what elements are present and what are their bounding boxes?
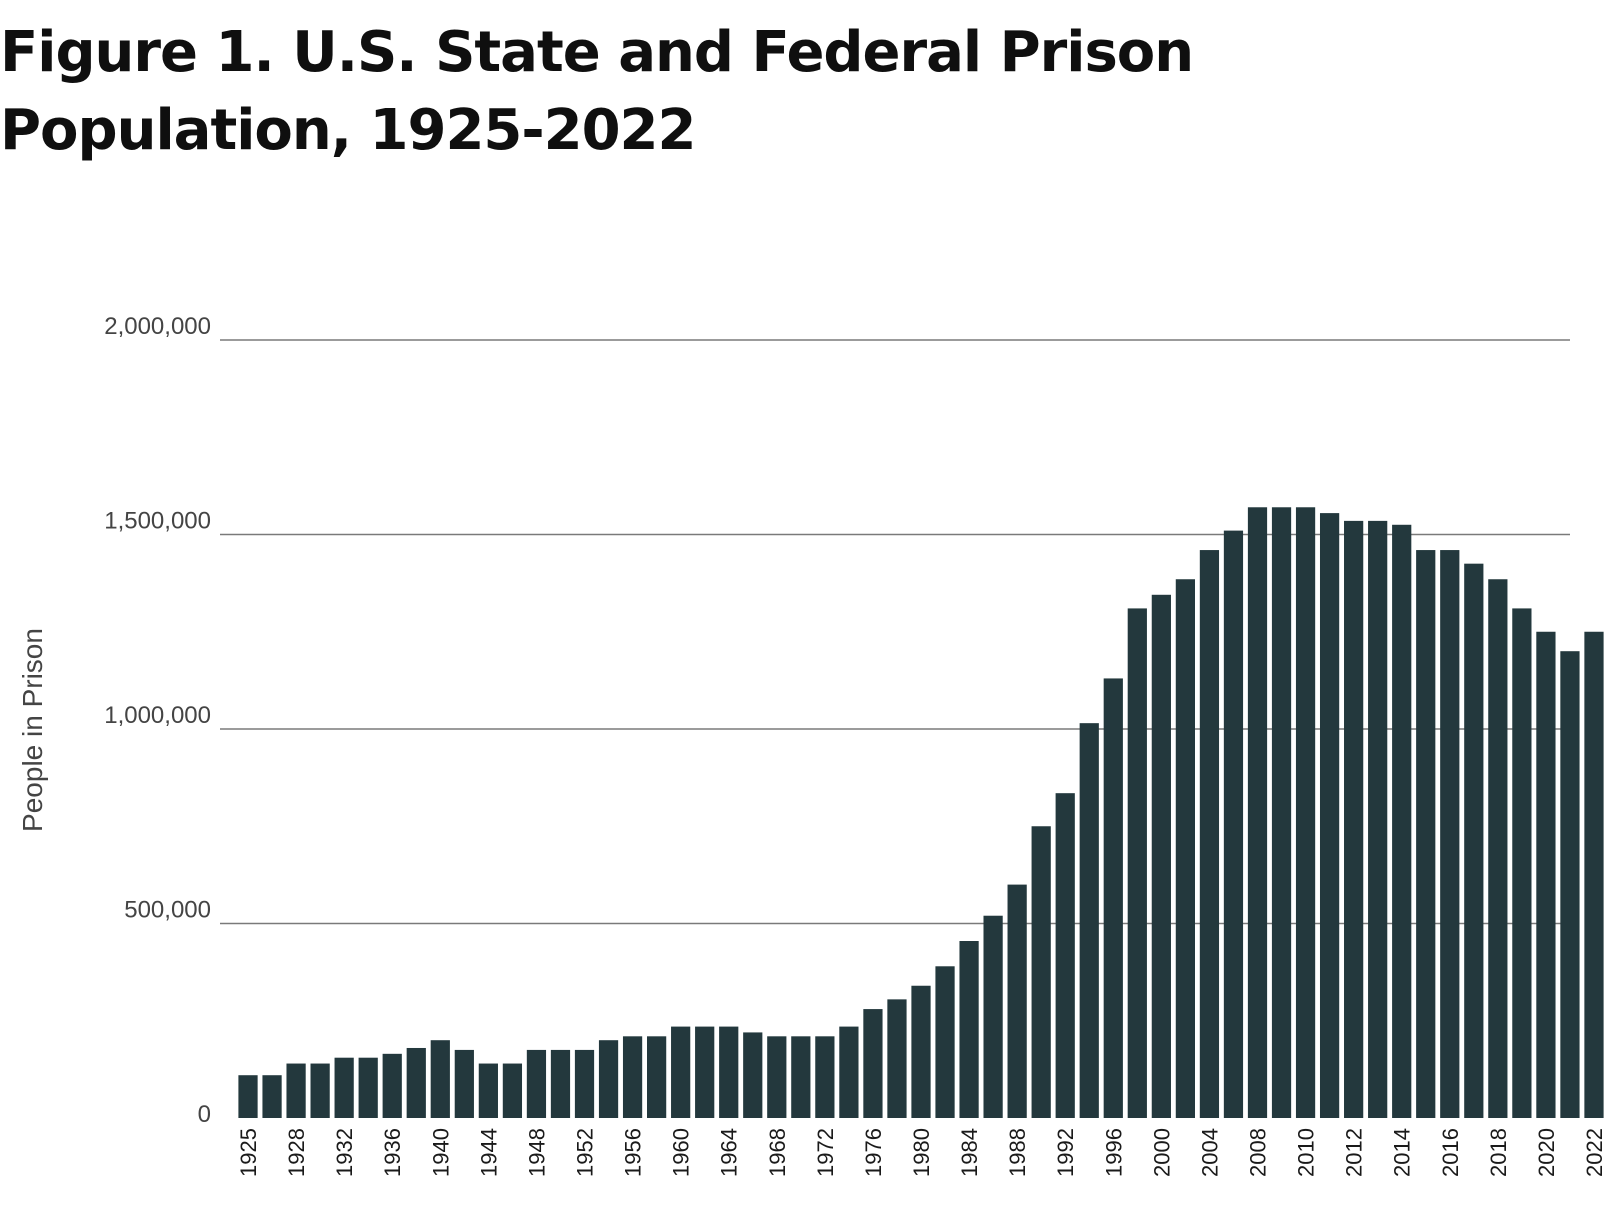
bar-2000 — [1151, 594, 1171, 1118]
bar-1992 — [1055, 793, 1075, 1118]
bar-2018 — [1488, 579, 1508, 1118]
bar-2014 — [1392, 524, 1412, 1118]
bar-1986 — [983, 915, 1003, 1118]
bar-1940 — [430, 1040, 450, 1118]
x-tick-label: 2004 — [1197, 1128, 1222, 1177]
x-tick-label: 2012 — [1342, 1128, 1367, 1177]
x-tick-label: 1968 — [765, 1128, 790, 1177]
x-tick-label: 1972 — [813, 1128, 838, 1177]
x-tick-label: 2010 — [1294, 1128, 1319, 1177]
bar-1946 — [502, 1063, 523, 1118]
x-tick-label: 1960 — [669, 1128, 694, 1177]
y-tick-label: 2,000,000 — [104, 313, 211, 340]
bar-2017 — [1464, 563, 1484, 1118]
bar-2019 — [1512, 608, 1532, 1118]
x-tick-label: 1952 — [573, 1128, 598, 1177]
bar-1932 — [334, 1057, 354, 1118]
bar-1964 — [719, 1026, 739, 1118]
bar-1944 — [478, 1063, 498, 1118]
x-tick-label: 2000 — [1149, 1128, 1174, 1177]
bar-1950 — [550, 1049, 571, 1118]
x-tick-label: 1976 — [861, 1128, 886, 1177]
bar-1990 — [1031, 826, 1051, 1118]
chart-title: Figure 1. U.S. State and Federal Prison … — [0, 20, 1194, 163]
bar-1968 — [767, 1036, 787, 1118]
bar-1966 — [743, 1032, 763, 1118]
bar-2016 — [1440, 550, 1460, 1118]
bar-1984 — [959, 941, 979, 1118]
x-tick-label: 1992 — [1053, 1128, 1078, 1177]
bar-2009 — [1271, 507, 1292, 1118]
bar-2002 — [1175, 579, 1195, 1118]
x-tick-label: 1940 — [428, 1128, 453, 1177]
bar-2010 — [1295, 507, 1316, 1118]
bar-1976 — [863, 1009, 883, 1118]
x-tick-label: 1996 — [1101, 1128, 1126, 1177]
x-tick-label: 2022 — [1582, 1128, 1607, 1177]
bar-2022 — [1584, 631, 1604, 1118]
y-tick-label: 1,000,000 — [104, 702, 211, 729]
bar-1948 — [526, 1049, 547, 1118]
bar-2020 — [1536, 631, 1556, 1118]
bar-2011 — [1319, 513, 1340, 1118]
bar-1978 — [887, 999, 907, 1118]
bar-1998 — [1127, 608, 1147, 1118]
bar-1942 — [454, 1049, 474, 1118]
bar-1952 — [574, 1049, 595, 1118]
bar-1988 — [1007, 884, 1027, 1118]
y-tick-label: 1,500,000 — [104, 508, 211, 535]
bar-1930 — [310, 1063, 330, 1118]
x-tick-label: 1948 — [524, 1128, 549, 1177]
x-tick-label: 1936 — [380, 1128, 405, 1177]
x-tick-label: 1964 — [717, 1128, 742, 1177]
x-tick-label: 1988 — [1005, 1128, 1030, 1177]
x-tick-label: 1928 — [284, 1128, 309, 1177]
bar-1936 — [382, 1053, 402, 1118]
y-tick-label: 500,000 — [124, 897, 211, 924]
gridlines — [220, 339, 1570, 925]
bar-1994 — [1079, 723, 1099, 1118]
x-axis-ticks: 1925 1928 1932 1936 1940 1944 1948 1952 1956 1960… — [236, 1128, 1607, 1177]
bar-1958 — [647, 1036, 667, 1118]
bar-1925 — [238, 1075, 258, 1118]
bar-1934 — [358, 1057, 378, 1118]
x-tick-label: 2014 — [1390, 1128, 1415, 1177]
bar-1956 — [622, 1036, 643, 1118]
bar-1970 — [791, 1036, 811, 1118]
bar-2004 — [1199, 550, 1220, 1118]
bar-1928 — [286, 1063, 306, 1118]
bar-1974 — [839, 1026, 859, 1118]
y-axis-label: People in Prison — [17, 628, 48, 832]
y-axis-ticks: 0 500,000 1,000,000 1,500,000 2,000,000 — [104, 313, 211, 1128]
x-tick-label: 2020 — [1534, 1128, 1559, 1177]
bar-2021 — [1560, 651, 1580, 1118]
bar-1926 — [262, 1075, 282, 1118]
bar-1980 — [911, 985, 931, 1118]
bar-1996 — [1103, 678, 1123, 1118]
bars — [238, 507, 1604, 1118]
bar-1962 — [695, 1026, 715, 1118]
bar-2012 — [1344, 520, 1364, 1118]
x-tick-label: 1944 — [476, 1128, 501, 1177]
bar-1960 — [671, 1026, 691, 1118]
bar-1982 — [935, 966, 955, 1118]
x-tick-label: 2018 — [1486, 1128, 1511, 1177]
x-tick-label: 2016 — [1438, 1128, 1463, 1177]
bar-1972 — [815, 1036, 835, 1118]
bar-1938 — [406, 1047, 426, 1118]
bar-2015 — [1416, 550, 1436, 1118]
y-tick-label: 0 — [198, 1101, 211, 1128]
bar-2008 — [1247, 507, 1268, 1118]
x-tick-label: 1956 — [621, 1128, 646, 1177]
x-tick-label: 1932 — [332, 1128, 357, 1177]
bar-1954 — [598, 1040, 619, 1118]
x-tick-label: 2008 — [1245, 1128, 1270, 1177]
x-tick-label: 1980 — [909, 1128, 934, 1177]
bar-2006 — [1223, 530, 1244, 1118]
x-tick-label: 1984 — [957, 1128, 982, 1177]
x-tick-label: 1925 — [236, 1128, 261, 1177]
bar-2013 — [1368, 520, 1388, 1118]
